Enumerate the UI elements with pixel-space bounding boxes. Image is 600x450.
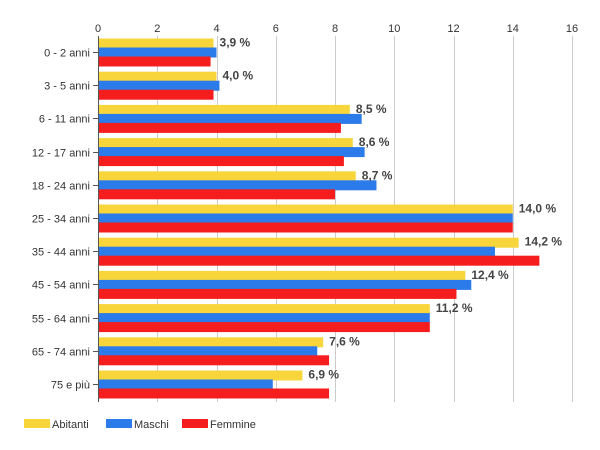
bar-abitanti [98, 104, 350, 115]
x-tick-label: 2 [154, 23, 160, 35]
x-tick-label: 10 [388, 23, 400, 35]
bar-abitanti [98, 71, 217, 82]
data-label: 14,2 % [525, 235, 563, 249]
x-tick-label: 8 [332, 23, 338, 35]
bar-maschi [98, 47, 217, 58]
x-tick-label: 16 [566, 23, 578, 35]
data-label: 7,6 % [329, 334, 360, 348]
data-label: 3,9 % [220, 36, 251, 50]
bar-femmine [98, 89, 214, 100]
category-label: 45 - 54 anni [32, 280, 90, 292]
bar-abitanti [98, 171, 356, 182]
legend-label-abitanti: Abitanti [52, 419, 89, 431]
data-label: 8,6 % [359, 135, 390, 149]
category-label: 65 - 74 anni [32, 347, 90, 359]
data-label: 14,0 % [519, 202, 557, 216]
bar-abitanti [98, 38, 214, 49]
category-label: 35 - 44 anni [32, 247, 90, 259]
bar-femmine [98, 355, 330, 366]
category-label: 12 - 17 anni [32, 148, 90, 160]
bar-maschi [98, 80, 220, 91]
bar-femmine [98, 56, 211, 67]
category-label: 3 - 5 anni [44, 81, 90, 93]
bar-maschi [98, 213, 513, 224]
data-label: 4,0 % [223, 69, 254, 83]
data-labels: 3,9 % 4,0 % 8,5 % 8,6 % 8,7 % 14,0 % 14,2 % 12,… [220, 36, 563, 382]
data-label: 8,7 % [362, 168, 393, 182]
bar-femmine [98, 388, 330, 399]
bar-maschi [98, 279, 472, 290]
category-label: 18 - 24 anni [32, 181, 90, 193]
data-label: 8,5 % [356, 102, 387, 116]
bar-maschi [98, 313, 430, 324]
bar-femmine [98, 222, 513, 233]
category-label: 25 - 34 anni [32, 214, 90, 226]
legend-swatch-abitanti [24, 419, 50, 428]
legend-swatch-maschi [106, 419, 132, 428]
bar-abitanti [98, 370, 303, 381]
data-label: 6,9 % [308, 368, 339, 382]
category-labels: 0 - 2 anni 3 - 5 anni 6 - 11 anni 12 - 17 a… [32, 48, 90, 392]
bar-abitanti [98, 138, 353, 149]
bar-abitanti [98, 204, 513, 215]
bar-maschi [98, 246, 495, 257]
legend-label-maschi: Maschi [134, 419, 169, 431]
bar-femmine [98, 322, 430, 333]
category-label: 75 e più [51, 380, 90, 392]
bar-femmine [98, 156, 344, 167]
data-label: 12,4 % [471, 268, 509, 282]
x-tick-label: 4 [213, 23, 219, 35]
bar-femmine [98, 122, 341, 133]
legend-label-femmine: Femmine [210, 419, 256, 431]
category-label: 0 - 2 anni [44, 48, 90, 60]
category-label: 55 - 64 anni [32, 314, 90, 326]
legend: Abitanti Maschi Femmine [24, 419, 256, 431]
bar-abitanti [98, 304, 430, 315]
x-tick-label: 0 [95, 23, 101, 35]
x-tick-label: 6 [273, 23, 279, 35]
bar-maschi [98, 113, 362, 124]
bar-maschi [98, 346, 318, 357]
bar-abitanti [98, 270, 466, 281]
bar-femmine [98, 255, 540, 266]
x-tick-label: 14 [507, 23, 519, 35]
x-tick-label: 12 [447, 23, 459, 35]
bar-maschi [98, 147, 365, 158]
data-label: 11,2 % [436, 301, 473, 315]
bar-maschi [98, 180, 377, 191]
legend-swatch-femmine [182, 419, 208, 428]
category-label: 6 - 11 anni [39, 114, 90, 126]
bar-femmine [98, 288, 457, 299]
bars [98, 38, 540, 399]
bar-abitanti [98, 237, 519, 248]
x-axis-ticks: 0 2 4 6 8 10 12 14 16 [95, 23, 578, 35]
bar-maschi [98, 379, 273, 390]
bar-femmine [98, 189, 335, 200]
bar-abitanti [98, 337, 324, 348]
y-axis [93, 36, 99, 402]
